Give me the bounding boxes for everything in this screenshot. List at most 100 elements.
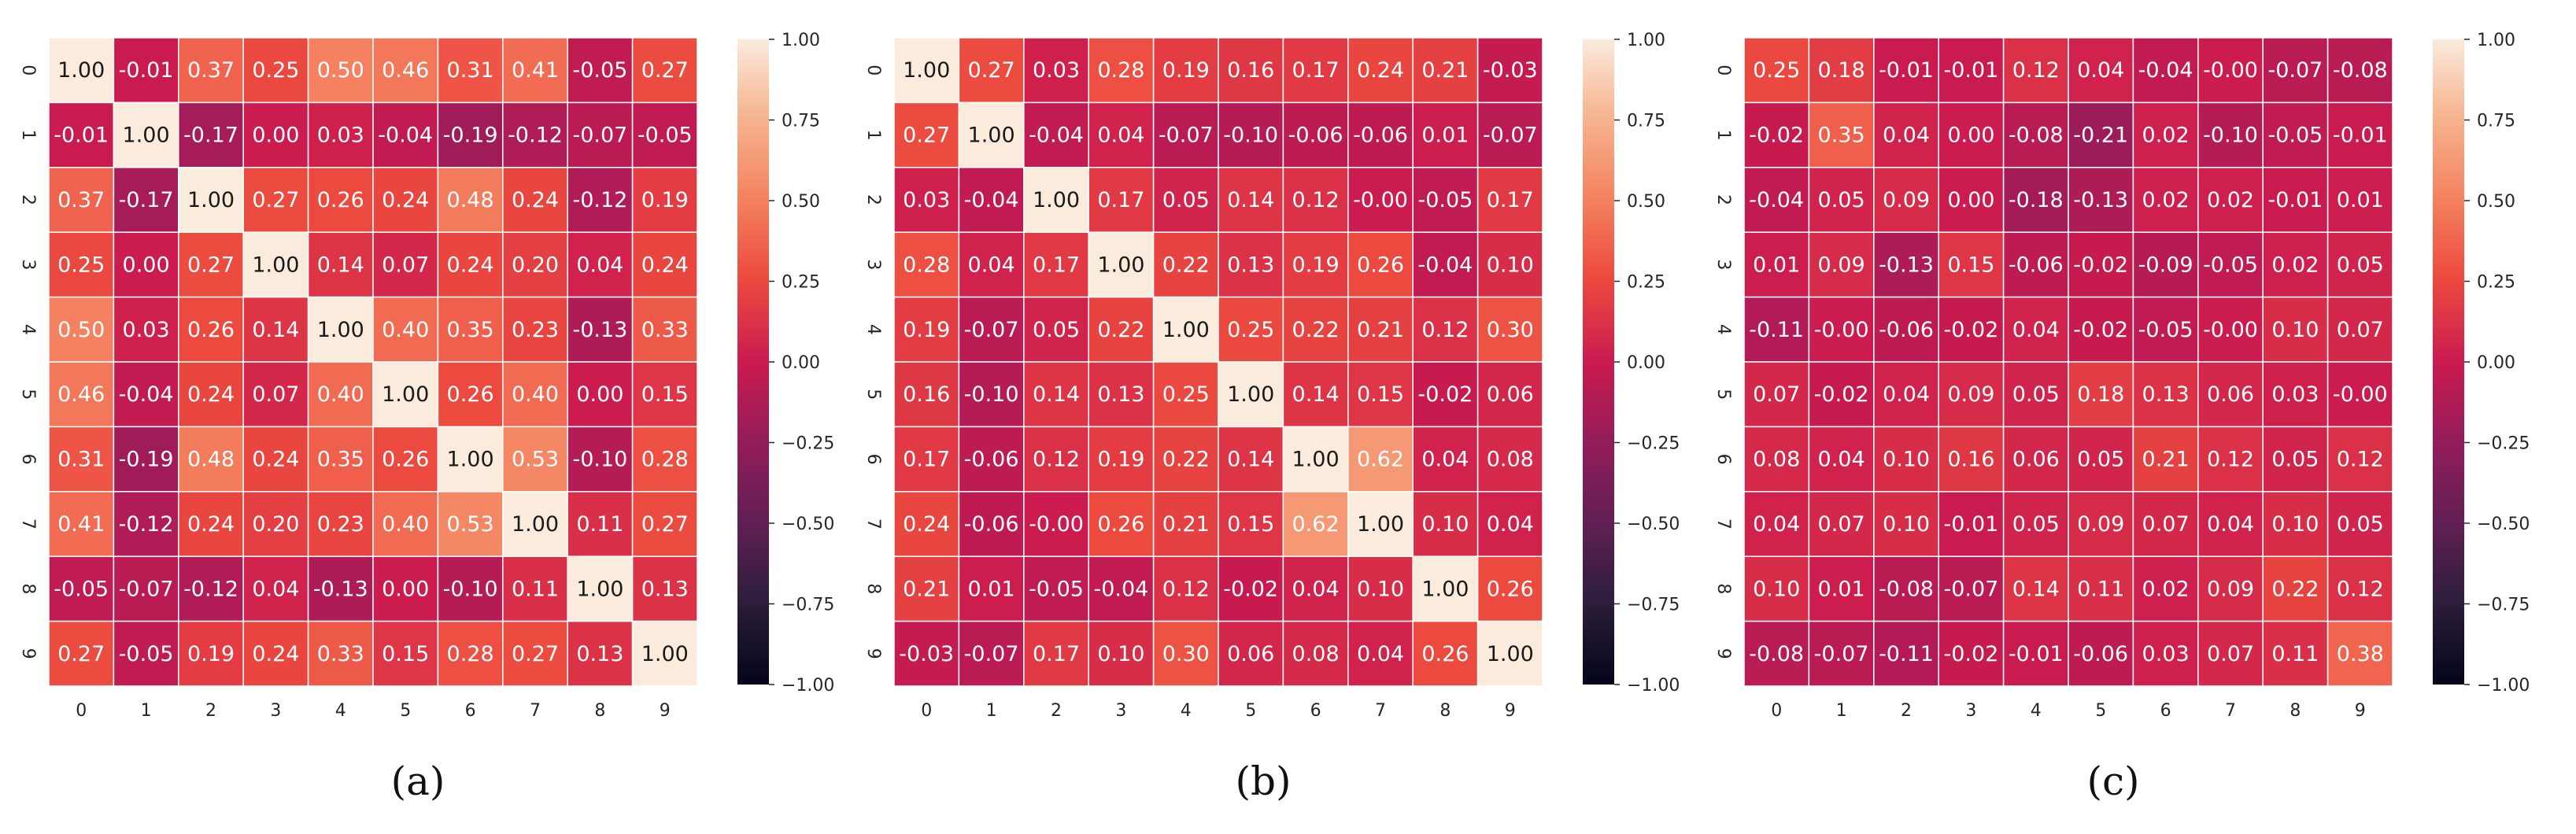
- heatmap-cell-r1-c9: [631, 101, 698, 168]
- heatmap-cell-r6-c1: [1808, 426, 1875, 493]
- heatmap-cell-r9-c0: [893, 620, 960, 687]
- cell-value-r6-c4: 0.22: [1162, 448, 1210, 472]
- cell-value-r6-c6: 0.21: [2142, 448, 2190, 472]
- cell-value-r3-c5: 0.07: [382, 253, 429, 277]
- x-tick-3: 3: [1965, 701, 1976, 721]
- heatmap-cell-r9-c0: [48, 620, 115, 687]
- heatmap-cell-r6-c9: [1476, 426, 1543, 493]
- cell-value-r9-c7: 0.27: [512, 642, 559, 666]
- cell-value-r1-c5: -0.21: [2073, 124, 2128, 148]
- cell-value-r7-c8: 0.10: [2271, 512, 2319, 537]
- cell-value-r8-c1: 0.01: [1818, 577, 1865, 601]
- cell-value-r0-c7: -0.00: [2203, 58, 2258, 83]
- colorbar: 1.00 0.75 0.50 0.25 0.00 −0.25 −0.50 −0.75 −1.00: [1583, 31, 1680, 696]
- cell-value-r7-c2: 0.10: [1883, 512, 1930, 537]
- colorbar-tick-8: −1.00: [1627, 676, 1680, 696]
- colorbar: 1.00 0.75 0.50 0.25 0.00 −0.25 −0.50 −0.75 −1.00: [737, 31, 834, 696]
- cell-value-r2-c5: -0.13: [2073, 188, 2128, 212]
- cell-value-r5-c8: 0.03: [2271, 382, 2319, 407]
- cell-value-r6-c2: 0.10: [1883, 448, 1930, 472]
- cell-value-r7-c6: 0.62: [1292, 512, 1340, 537]
- cell-value-r3-c4: 0.14: [317, 253, 364, 277]
- heatmap-cell-r2-c4: [1152, 167, 1219, 233]
- cell-value-r3-c2: -0.13: [1879, 253, 1934, 277]
- cell-value-r2-c7: 0.02: [2207, 188, 2254, 212]
- cell-value-r0-c1: 0.27: [968, 58, 1015, 83]
- cell-value-r7-c4: 0.05: [2012, 512, 2060, 537]
- cell-value-r5-c6: 0.14: [1292, 382, 1340, 407]
- cell-value-r3-c1: 0.04: [968, 253, 1015, 277]
- heatmap-cell-r8-c6: [437, 555, 504, 622]
- heatmap-cell-r2-c9: [1476, 167, 1543, 233]
- y-tick-9: 9: [18, 648, 38, 659]
- heatmap-cell-r8-c1: [113, 555, 179, 622]
- heatmap-cell-r5-c3: [242, 361, 309, 428]
- cell-value-r5-c0: 0.46: [57, 382, 105, 407]
- cell-value-r7-c6: 0.07: [2142, 512, 2190, 537]
- cell-value-r6-c2: 0.12: [1033, 448, 1080, 472]
- cell-value-r7-c4: 0.23: [317, 512, 364, 537]
- y-tick-5: 5: [1713, 389, 1733, 400]
- cell-value-r2-c1: 0.05: [1818, 188, 1865, 212]
- cell-value-r7-c3: 0.20: [252, 512, 299, 537]
- colorbar-tick-6: −0.50: [1627, 515, 1680, 534]
- heatmap-cell-r6-c3: [1938, 426, 2005, 493]
- heatmap-panel-a: 1.00 -0.01 0.37 0.25 0.50 0.46 0.31 0.41 -0.05 0.…: [18, 31, 834, 804]
- colorbar-tick-7: −0.75: [2477, 596, 2530, 615]
- x-tick-1: 1: [986, 701, 997, 721]
- cell-value-r4-c4: 1.00: [1162, 318, 1210, 342]
- cell-value-r4-c2: 0.05: [1033, 318, 1080, 342]
- cell-value-r3-c7: 0.20: [512, 253, 559, 277]
- heatmap-cell-r2-c2: [1873, 167, 1939, 233]
- cell-value-r3-c8: 0.04: [576, 253, 623, 277]
- cell-value-r4-c0: -0.11: [1749, 318, 1804, 342]
- heatmap-cell-r7-c6: [437, 491, 504, 557]
- cell-value-r4-c4: 0.04: [2012, 318, 2060, 342]
- heatmap-cell-r9-c8: [2262, 620, 2329, 687]
- cell-value-r2-c6: 0.12: [1292, 188, 1340, 212]
- cell-value-r0-c5: 0.04: [2077, 58, 2124, 83]
- cell-value-r9-c3: 0.24: [252, 642, 299, 666]
- cell-value-r2-c2: 1.00: [1033, 188, 1080, 212]
- cell-value-r7-c8: 0.11: [576, 512, 623, 537]
- heatmap-cell-r8-c3: [1088, 555, 1155, 622]
- heatmap-cell-r6-c7: [2197, 426, 2264, 493]
- cell-value-r6-c5: 0.26: [382, 448, 429, 472]
- heatmap-cell-r0-c0: [893, 37, 960, 104]
- x-tick-2: 2: [205, 701, 216, 721]
- cell-value-r0-c9: -0.03: [1483, 58, 1538, 83]
- heatmap-cell-r3-c0: [893, 231, 960, 298]
- cell-value-r7-c6: 0.53: [447, 512, 494, 537]
- cell-value-r1-c8: -0.07: [572, 124, 627, 148]
- heatmap-cell-r6-c2: [1023, 426, 1089, 493]
- colorbar-tick-2: 0.50: [1627, 192, 1665, 212]
- heatmap-cell-r7-c0: [1743, 491, 1810, 557]
- cell-value-r5-c9: 0.06: [1487, 382, 1534, 407]
- heatmap-cell-r7-c6: [2132, 491, 2199, 557]
- cell-value-r6-c0: 0.17: [903, 448, 950, 472]
- heatmap-cell-r6-c4: [1152, 426, 1219, 493]
- heatmap-cell-r3-c6: [437, 231, 504, 298]
- colorbar-gradient: [1583, 39, 1614, 685]
- y-tick-6: 6: [863, 454, 883, 465]
- heatmap-cell-r4-c5: [372, 296, 439, 363]
- cell-value-r5-c2: 0.14: [1033, 382, 1080, 407]
- heatmap-cell-r4-c6: [2132, 296, 2199, 363]
- cell-value-r0-c1: -0.01: [119, 58, 174, 83]
- x-axis-ticks: 0 1 2 3 4 5 6 7 8 9: [921, 701, 1516, 721]
- heatmap-cell-r8-c8: [1412, 555, 1479, 622]
- heatmap-cell-r9-c5: [1218, 620, 1284, 687]
- cell-value-r2-c3: 0.27: [252, 188, 299, 212]
- panel-label-b: (b): [1235, 758, 1291, 804]
- heatmap-cell-r7-c8: [2262, 491, 2329, 557]
- cell-value-r0-c7: 0.41: [512, 58, 559, 83]
- y-tick-5: 5: [863, 389, 883, 400]
- heatmap-cell-r1-c8: [567, 101, 634, 168]
- heatmap-cell-r7-c2: [178, 491, 244, 557]
- heatmap-cell-r1-c0: [1743, 101, 1810, 168]
- heatmap-cell-r9-c1: [113, 620, 179, 687]
- colorbar-tick-0: 1.00: [1627, 31, 1665, 50]
- colorbar-gradient: [2433, 39, 2464, 685]
- y-tick-4: 4: [18, 324, 38, 335]
- heatmap-cell-r6-c0: [1743, 426, 1810, 493]
